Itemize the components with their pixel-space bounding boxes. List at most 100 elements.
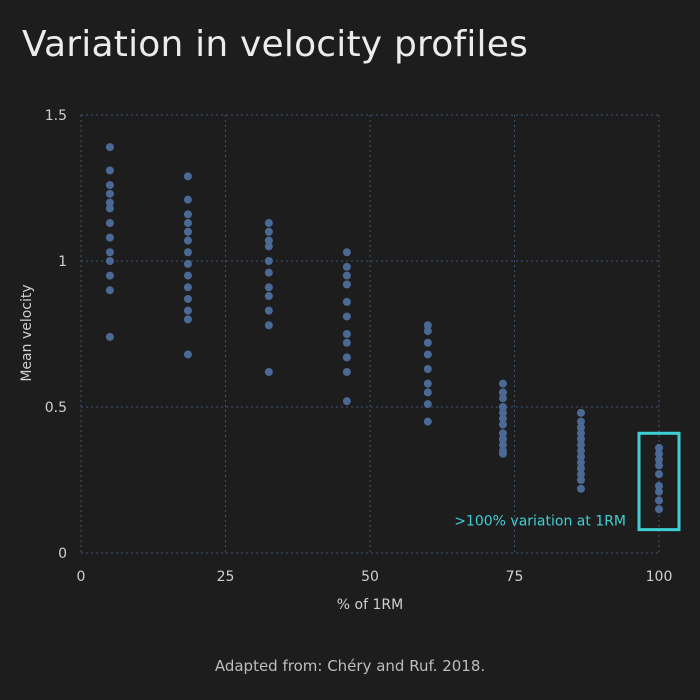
data-point <box>264 219 273 228</box>
data-point <box>342 262 351 271</box>
y-tick-label: 0 <box>58 546 67 562</box>
data-point <box>498 435 507 444</box>
y-tick-label: 0.5 <box>45 400 67 416</box>
data-point <box>576 417 585 426</box>
data-point <box>655 443 663 452</box>
data-point <box>105 257 114 265</box>
data-points <box>105 143 663 514</box>
x-axis-label: % of 1RM <box>337 597 403 613</box>
data-point <box>655 461 663 470</box>
data-point <box>342 353 351 362</box>
data-point <box>342 280 351 289</box>
data-point <box>498 449 507 458</box>
data-point <box>655 487 663 496</box>
data-point <box>576 452 585 461</box>
data-point <box>105 181 114 190</box>
data-point <box>183 195 192 204</box>
data-point <box>576 435 585 444</box>
data-point <box>105 198 114 207</box>
data-point <box>342 397 351 406</box>
data-point <box>655 470 663 479</box>
data-point <box>264 367 273 376</box>
data-point <box>498 429 507 438</box>
data-point <box>105 233 114 242</box>
data-point <box>183 227 192 236</box>
data-point <box>264 283 273 292</box>
y-tick-label: 1 <box>58 254 67 270</box>
data-point <box>105 248 114 257</box>
axes: 0 25 50 75 100 0 0.5 1 1.5 % of 1RM Mean velocity <box>19 108 672 613</box>
data-point <box>105 286 114 295</box>
data-point <box>655 496 663 505</box>
data-point <box>498 420 507 429</box>
annotation-group: >100% variation at 1RM <box>454 431 681 532</box>
data-point <box>498 403 507 411</box>
data-point <box>105 271 114 280</box>
data-point <box>342 330 351 338</box>
data-point <box>342 271 351 280</box>
highlight-box <box>637 431 681 532</box>
data-point <box>498 440 507 449</box>
data-point <box>655 505 663 514</box>
data-point <box>183 172 192 181</box>
data-point <box>264 242 273 251</box>
data-point <box>183 271 192 280</box>
data-point <box>183 283 192 292</box>
data-point <box>423 400 432 409</box>
annotation-label: >100% variation at 1RM <box>454 514 626 530</box>
data-point <box>105 332 114 341</box>
data-point <box>183 210 192 219</box>
data-point <box>342 312 351 321</box>
data-point <box>498 408 507 417</box>
data-point <box>342 338 351 347</box>
chart-title: Variation in velocity profiles <box>22 24 529 65</box>
data-point <box>264 227 273 236</box>
data-point <box>423 321 432 330</box>
data-point <box>423 327 432 336</box>
data-point <box>183 219 192 228</box>
data-point <box>264 257 273 265</box>
data-point <box>264 268 273 277</box>
y-axis-label: Mean velocity <box>19 284 35 381</box>
data-point <box>183 259 192 268</box>
data-point <box>423 379 432 388</box>
data-point <box>576 440 585 449</box>
x-tick-label: 75 <box>506 569 524 585</box>
data-point <box>498 379 507 388</box>
grid <box>80 114 660 554</box>
data-point <box>264 292 273 301</box>
data-point <box>183 248 192 257</box>
data-point <box>183 236 192 245</box>
x-tick-label: 100 <box>646 569 673 585</box>
data-point <box>498 414 507 423</box>
data-point <box>576 476 585 484</box>
x-tick-label: 25 <box>217 569 235 585</box>
data-point <box>105 143 114 152</box>
data-point <box>264 321 273 330</box>
data-point <box>423 338 432 347</box>
data-point <box>576 408 585 417</box>
data-point <box>105 219 114 228</box>
data-point <box>576 458 585 467</box>
data-point <box>264 306 273 315</box>
data-point <box>498 394 507 403</box>
data-point <box>576 470 585 479</box>
y-tick-label: 1.5 <box>45 108 67 124</box>
data-point <box>423 350 432 359</box>
data-point <box>342 297 351 306</box>
x-tick-label: 0 <box>77 569 86 585</box>
data-point <box>105 204 114 213</box>
data-point <box>342 248 351 257</box>
data-point <box>655 449 663 458</box>
data-point <box>183 315 192 324</box>
x-tick-label: 50 <box>361 569 379 585</box>
data-point <box>655 481 663 490</box>
data-point <box>655 455 663 464</box>
data-point <box>423 388 432 397</box>
data-point <box>423 417 432 426</box>
data-point <box>264 236 273 245</box>
data-point <box>342 367 351 376</box>
data-point <box>183 306 192 315</box>
data-point <box>183 294 192 303</box>
